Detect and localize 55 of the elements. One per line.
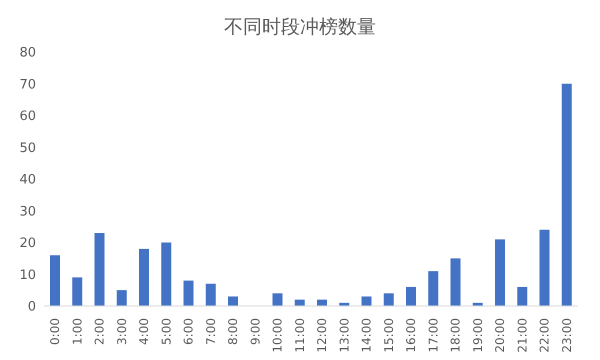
x-tick-label: 8:00 xyxy=(226,318,240,345)
x-tick-label: 19:00 xyxy=(470,318,485,353)
x-tick-label: 5:00 xyxy=(159,318,174,345)
x-tick-label: 10:00 xyxy=(270,318,285,353)
bar xyxy=(406,286,416,306)
x-tick-label: 18:00 xyxy=(448,318,463,353)
y-tick-label: 10 xyxy=(19,268,36,283)
bar xyxy=(317,300,327,306)
y-tick-label: 40 xyxy=(19,172,36,188)
x-tick-label: 9:00 xyxy=(248,318,262,345)
bar xyxy=(184,280,194,306)
bar xyxy=(562,84,572,306)
x-tick-label: 21:00 xyxy=(515,318,530,353)
x-tick-label: 1:00 xyxy=(70,318,84,345)
x-tick-label: 11:00 xyxy=(292,318,307,353)
bar xyxy=(362,296,372,306)
chart-title: 不同时段冲榜数量 xyxy=(223,15,377,40)
bar xyxy=(94,232,104,306)
y-tick-label: 0 xyxy=(28,300,36,315)
bar xyxy=(272,293,282,306)
x-tick-label: 13:00 xyxy=(337,318,352,353)
bar xyxy=(228,296,238,306)
x-tick-label: 23:00 xyxy=(560,318,574,353)
bar xyxy=(294,300,305,306)
x-tick-label: 14:00 xyxy=(360,318,374,353)
x-tick-label: 20:00 xyxy=(493,318,508,353)
bar xyxy=(495,239,505,306)
bar xyxy=(72,277,82,306)
y-tick-label: 80 xyxy=(19,46,36,61)
x-tick-label: 7:00 xyxy=(204,318,218,345)
bar xyxy=(206,284,216,306)
x-tick-label: 3:00 xyxy=(114,318,129,345)
bar xyxy=(450,258,460,306)
bar xyxy=(540,230,550,306)
y-tick-label: 30 xyxy=(19,204,36,220)
x-tick-label: 4:00 xyxy=(137,318,152,345)
bar xyxy=(50,255,60,306)
bar xyxy=(116,290,127,306)
x-tick-label: 12:00 xyxy=(315,318,330,353)
y-tick-label: 20 xyxy=(19,236,36,252)
bar xyxy=(139,248,149,306)
x-tick-label: 2:00 xyxy=(92,318,107,345)
x-tick-label: 6:00 xyxy=(182,318,196,345)
y-tick-label: 50 xyxy=(19,140,36,156)
x-tick-label: 15:00 xyxy=(382,318,396,353)
bar xyxy=(384,293,394,306)
x-tick-label: 0:00 xyxy=(48,318,62,345)
y-tick-label: 60 xyxy=(19,109,36,124)
x-tick-label: 22:00 xyxy=(538,318,552,353)
y-tick-label: 70 xyxy=(19,77,36,92)
x-tick-label: 17:00 xyxy=(426,318,440,353)
bar xyxy=(161,242,172,306)
bar xyxy=(428,271,438,306)
x-tick-label: 16:00 xyxy=(404,318,418,353)
bar xyxy=(517,286,528,306)
